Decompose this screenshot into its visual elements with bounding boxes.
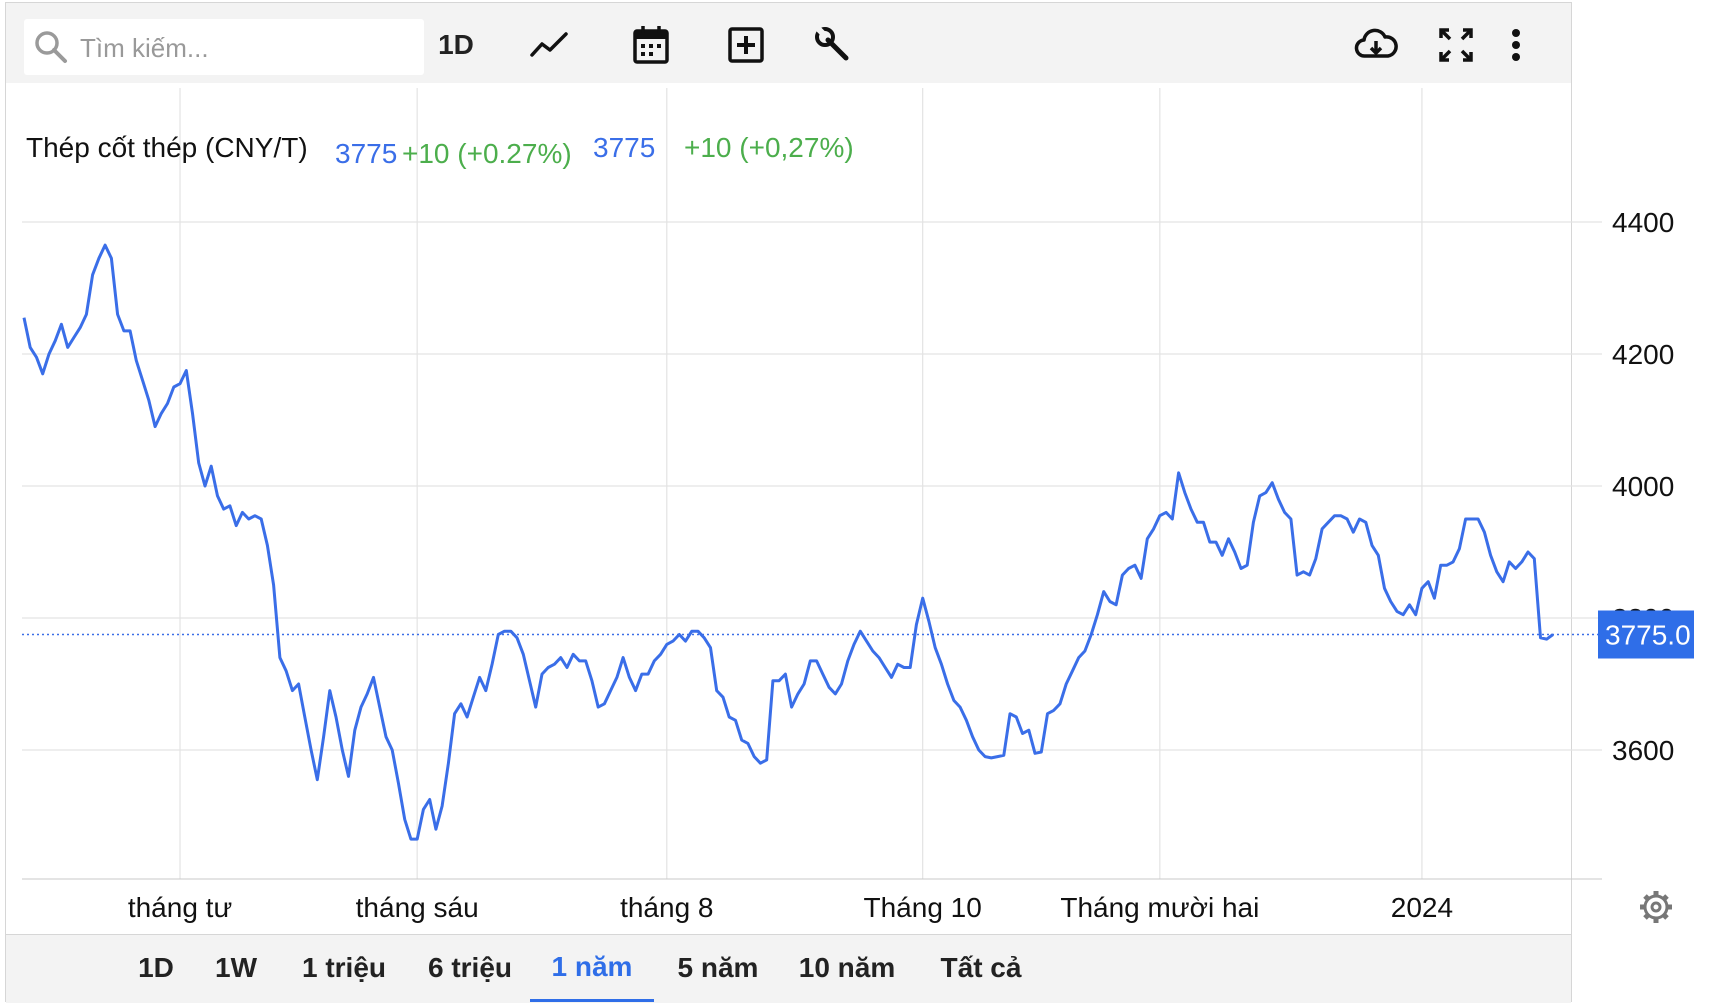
range-6m[interactable]: 6 triệu — [427, 952, 513, 983]
y-axis-ticks: 36003800400042004400 — [1612, 207, 1674, 766]
line-chart-icon — [530, 32, 568, 57]
y-tick-label: 4200 — [1612, 339, 1674, 370]
price-tag-bg — [1598, 610, 1694, 659]
vertical-grid — [179, 88, 1423, 879]
range-1m[interactable]: 1 triệu — [301, 952, 387, 983]
horizontal-grid — [22, 221, 1602, 751]
search-box[interactable] — [24, 19, 424, 75]
toolbar: 1D — [6, 3, 1571, 83]
legend-title: Thép cốt thép (CNY/T) — [26, 132, 308, 163]
x-tick-label: tháng tư — [128, 892, 232, 923]
range-1d[interactable]: 1D — [138, 952, 174, 983]
y-tick-label: 3600 — [1612, 735, 1674, 766]
download-button[interactable] — [1351, 17, 1401, 73]
chart-type-button[interactable] — [524, 17, 574, 73]
price-tag-text: 3775.0 — [1605, 620, 1691, 651]
x-tick-label: tháng sáu — [356, 892, 479, 923]
search-input[interactable] — [78, 27, 412, 69]
x-tick-label: Tháng mười hai — [1060, 892, 1259, 923]
range-5y[interactable]: 5 năm — [677, 952, 759, 983]
legend-value-2: 3775 — [593, 132, 655, 163]
chart-widget — [5, 2, 1572, 1002]
x-tick-label: Tháng 10 — [864, 892, 982, 923]
chart-settings-button[interactable] — [1640, 891, 1672, 923]
legend-value: 3775 — [335, 138, 397, 169]
date-range-button[interactable] — [626, 17, 676, 73]
legend: Thép cốt thép (CNY/T) 3775 +10 (+0.27%) … — [26, 132, 854, 169]
gear-icon — [1640, 891, 1672, 923]
range-1w[interactable]: 1W — [215, 952, 257, 983]
search-icon — [35, 31, 67, 63]
more-options-button[interactable] — [1501, 17, 1531, 73]
fullscreen-icon — [1439, 28, 1473, 62]
range-all[interactable]: Tất cả — [940, 952, 1022, 983]
price-tag: 3775.0 — [1598, 610, 1694, 659]
add-indicator-button[interactable] — [721, 17, 771, 73]
more-icon — [1512, 29, 1520, 61]
settings-tools-button[interactable] — [808, 17, 858, 73]
range-selector: 1D 1W 1 triệu 6 triệu 1 năm 5 năm 10 năm… — [6, 934, 1571, 1003]
add-icon — [728, 27, 764, 63]
y-tick-label: 4000 — [1612, 471, 1674, 502]
x-tick-label: 2024 — [1391, 892, 1453, 923]
fullscreen-button[interactable] — [1431, 17, 1481, 73]
x-axis-ticks: tháng tư tháng sáu tháng 8 Tháng 10 Tháng mư… — [128, 892, 1453, 923]
range-10y[interactable]: 10 năm — [798, 952, 896, 983]
calendar-icon — [633, 26, 669, 64]
range-1y[interactable]: 1 năm — [530, 935, 654, 1002]
series-line — [22, 243, 1554, 841]
cloud-download-icon — [1354, 28, 1398, 58]
legend-change: +10 (+0.27%) — [402, 138, 572, 169]
interval-button[interactable]: 1D — [438, 29, 474, 60]
legend-change-2: +10 (+0,27%) — [684, 132, 854, 163]
wrench-icon — [815, 26, 849, 61]
x-tick-label: tháng 8 — [620, 892, 713, 923]
y-tick-label: 4400 — [1612, 207, 1674, 238]
